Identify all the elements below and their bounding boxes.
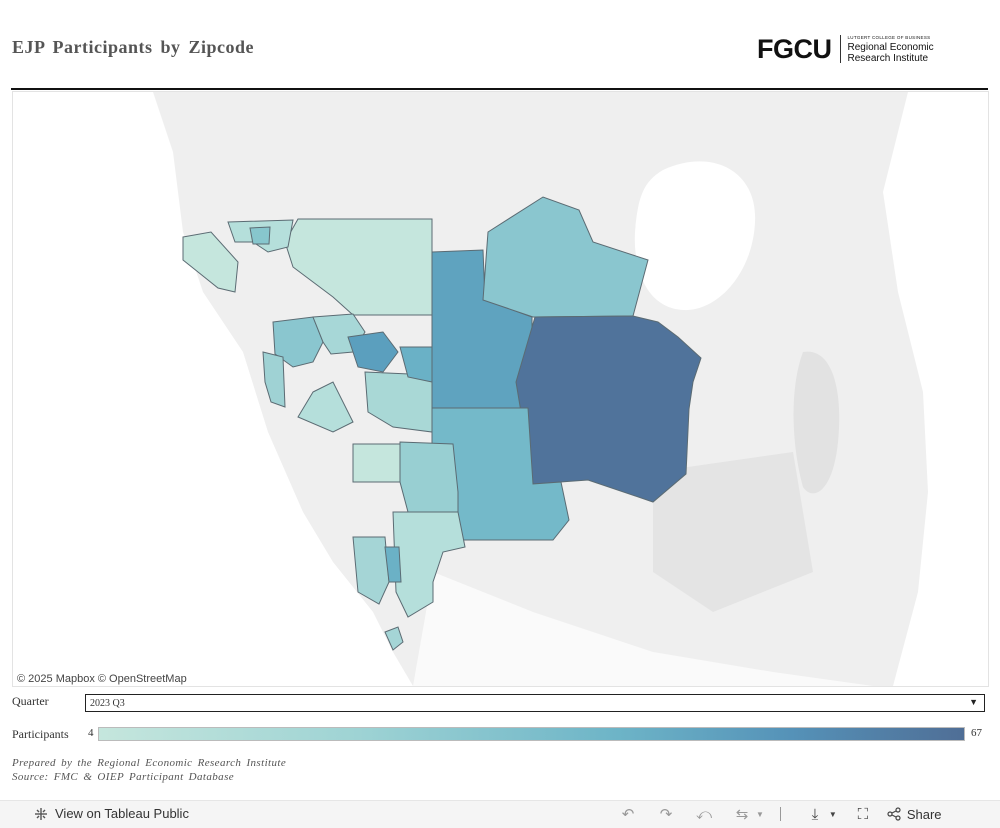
zip-region[interactable] xyxy=(515,315,702,503)
undo-icon[interactable]: ↶ xyxy=(621,806,635,823)
source-text: Source: FMC & OIEP Participant Database xyxy=(12,771,235,783)
toolbar-actions: ↶ ↷ ⤺ ⇆ ▼ ⤓ ▼ ⛶ Share xyxy=(618,805,942,824)
header: EJP Participants by Zipcode FGCU LUTGERT… xyxy=(0,0,1000,90)
zipcode-map[interactable]: © 2025 Mapbox © OpenStreetMap xyxy=(12,91,989,687)
zip-region[interactable] xyxy=(284,218,433,316)
logo-line-1: Regional Economic xyxy=(847,41,934,53)
zip-region[interactable] xyxy=(347,331,399,373)
credits: Prepared by the Regional Economic Resear… xyxy=(12,756,286,784)
atlantic-water xyxy=(883,92,988,686)
share-button[interactable]: Share xyxy=(887,807,942,822)
zip-region[interactable] xyxy=(392,511,466,618)
map-canvas[interactable]: © 2025 Mapbox © OpenStreetMap xyxy=(13,92,988,686)
zip-region[interactable] xyxy=(384,626,404,651)
legend-max: 67 xyxy=(971,727,982,739)
zip-region[interactable] xyxy=(297,381,354,433)
quarter-label: Quarter xyxy=(12,694,49,708)
quarter-value: 2023 Q3 xyxy=(90,698,125,709)
everglades-region xyxy=(793,351,840,494)
zip-region[interactable] xyxy=(249,226,271,245)
download-dropdown-icon[interactable]: ▼ xyxy=(828,809,837,819)
legend-min: 4 xyxy=(88,727,94,739)
view-on-tableau-button[interactable]: View on Tableau Public xyxy=(34,806,189,821)
zipcode-regions[interactable] xyxy=(182,196,702,651)
map-attribution: © 2025 Mapbox © OpenStreetMap xyxy=(17,673,187,685)
logo-mark: FGCU xyxy=(757,34,832,64)
logo-text: LUTGERT COLLEGE OF BUSINESS Regional Eco… xyxy=(848,35,934,64)
revert-icon[interactable]: ⤺ xyxy=(695,805,713,823)
fullscreen-icon[interactable]: ⛶ xyxy=(857,805,869,823)
fgcu-logo: FGCU LUTGERT COLLEGE OF BUSINESS Regiona… xyxy=(757,31,934,67)
zip-region[interactable] xyxy=(262,351,286,408)
view-on-tableau-label: View on Tableau Public xyxy=(55,806,189,821)
tableau-icon xyxy=(35,807,47,820)
redo-icon[interactable]: ↷ xyxy=(659,806,673,823)
toolbar-divider xyxy=(779,807,781,821)
participants-color-ramp xyxy=(98,727,965,741)
zip-region[interactable] xyxy=(352,536,390,605)
logo-line-2: Research Institute xyxy=(847,52,929,64)
zip-region[interactable] xyxy=(182,231,239,293)
lake-okeechobee xyxy=(634,161,756,311)
zip-region[interactable] xyxy=(384,546,402,583)
logo-divider xyxy=(839,35,841,63)
refresh-icon[interactable]: ⇆ xyxy=(735,806,749,823)
gulf-water xyxy=(13,92,413,686)
refresh-dropdown-icon[interactable]: ▼ xyxy=(756,809,764,819)
logo-small-text: LUTGERT COLLEGE OF BUSINESS xyxy=(847,34,931,40)
download-icon[interactable]: ⤓ xyxy=(811,805,819,823)
tableau-toolbar: View on Tableau Public ↶ ↷ ⤺ ⇆ ▼ ⤓ ▼ ⛶ S… xyxy=(0,800,1000,828)
prepared-by-text: Prepared by the Regional Economic Resear… xyxy=(12,757,287,769)
florida-bay xyxy=(413,572,873,686)
zip-region[interactable] xyxy=(482,196,649,318)
everglades-south xyxy=(653,452,813,612)
share-icon xyxy=(887,807,901,821)
chevron-down-icon[interactable]: ▼ xyxy=(969,697,978,707)
participants-legend-label: Participants xyxy=(12,727,69,741)
page-title: EJP Participants by Zipcode xyxy=(12,37,255,57)
header-rule xyxy=(11,88,988,90)
zip-region[interactable] xyxy=(352,443,401,483)
zip-region[interactable] xyxy=(399,346,433,383)
zip-region[interactable] xyxy=(399,441,459,513)
share-label: Share xyxy=(906,806,942,822)
quarter-dropdown[interactable]: 2023 Q3 ▼ xyxy=(85,694,985,712)
